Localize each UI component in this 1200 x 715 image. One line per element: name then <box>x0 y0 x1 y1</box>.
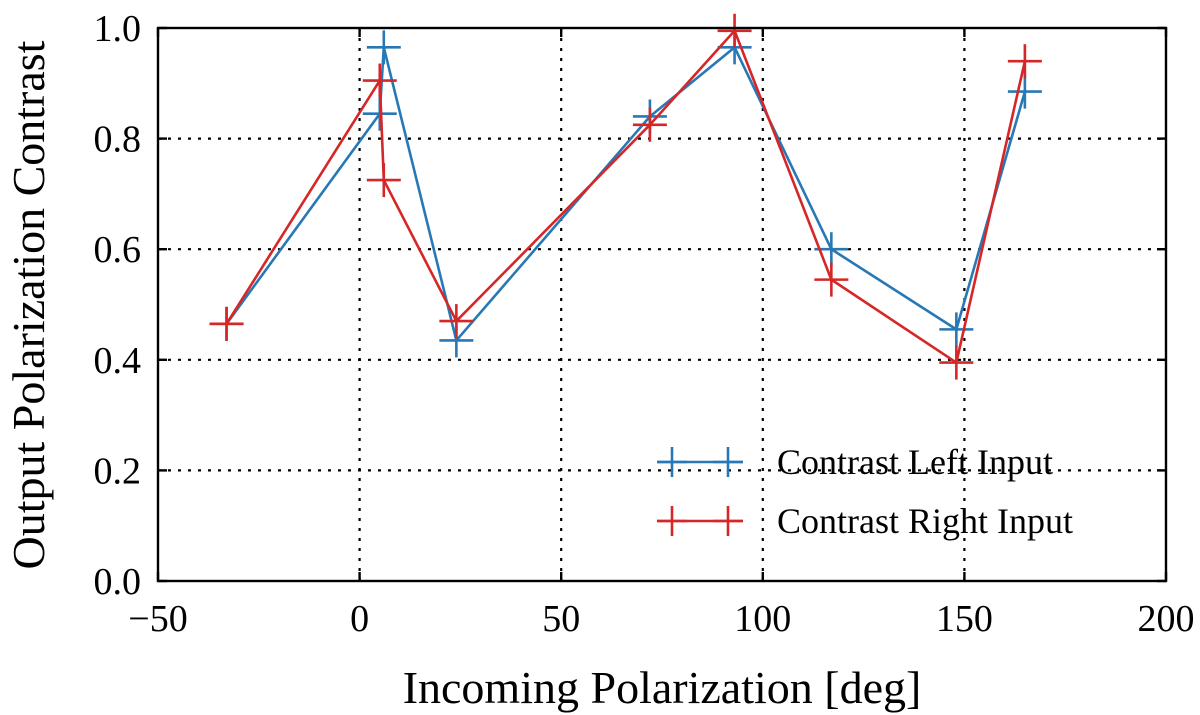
legend-item-1: Contrast Left Input <box>657 442 1053 482</box>
data-point <box>1007 74 1042 109</box>
data-point <box>366 163 401 198</box>
x-tick-label: 0 <box>350 598 369 640</box>
data-point <box>814 262 849 297</box>
data-point <box>439 304 474 339</box>
series-line <box>225 29 1027 364</box>
x-tick-label: 150 <box>936 598 993 640</box>
x-tick-label: −50 <box>128 598 187 640</box>
legend-label: Contrast Right Input <box>777 501 1073 541</box>
x-tick-label: 200 <box>1138 598 1195 640</box>
series-2 <box>209 13 1042 380</box>
series-layer <box>209 13 1042 380</box>
data-point <box>209 306 244 341</box>
data-point <box>939 345 974 380</box>
y-tick-labels: 0.0 0.2 0.4 0.6 0.8 1.0 <box>94 8 142 603</box>
plot-frame <box>156 26 1168 583</box>
y-tick-label: 1.0 <box>94 8 142 50</box>
y-tick-label: 0.8 <box>94 119 142 161</box>
x-axis-title: Incoming Polarization [deg] <box>403 662 922 713</box>
legend-label: Contrast Left Input <box>777 442 1053 482</box>
x-tick-label: 50 <box>542 598 580 640</box>
series-1 <box>209 30 1042 358</box>
data-point <box>362 63 397 98</box>
data-point <box>939 312 974 347</box>
y-tick-label: 0.6 <box>94 229 142 271</box>
data-point <box>632 107 667 142</box>
y-tick-label: 0.0 <box>94 561 142 603</box>
grid <box>158 28 1166 581</box>
x-tick-labels: −50 0 50 100 150 200 <box>128 598 1194 640</box>
y-tick-label: 0.4 <box>94 340 142 382</box>
y-axis-title: Output Polarization Contrast <box>3 40 54 569</box>
legend: Contrast Left Input Contrast Right Input <box>657 442 1073 541</box>
data-point <box>717 13 752 48</box>
data-point <box>366 30 401 65</box>
x-tick-label: 100 <box>734 598 791 640</box>
data-point <box>1007 44 1042 79</box>
axes <box>156 26 1168 583</box>
y-tick-label: 0.2 <box>94 450 142 492</box>
legend-item-2: Contrast Right Input <box>657 501 1073 541</box>
series-line <box>225 46 1027 342</box>
